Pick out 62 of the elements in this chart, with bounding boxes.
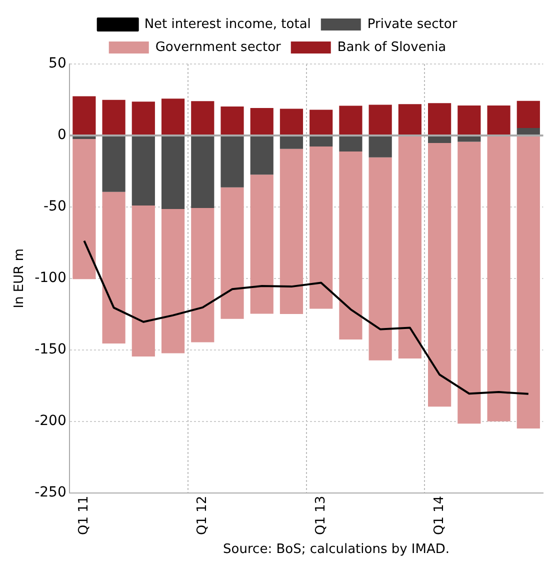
bar	[368, 136, 392, 158]
x-tick-label: Q1 12	[195, 496, 210, 536]
bar	[516, 128, 540, 135]
bar	[191, 136, 214, 208]
bar	[310, 136, 333, 146]
bar	[398, 136, 422, 358]
bar	[102, 100, 126, 135]
bar	[72, 96, 96, 135]
bar	[458, 142, 481, 424]
bar	[191, 101, 214, 135]
bar	[458, 105, 481, 135]
bar	[72, 139, 96, 280]
bar	[516, 136, 540, 428]
bar	[487, 105, 510, 135]
y-tick-label: -50	[44, 198, 66, 215]
bar	[102, 192, 126, 344]
bar	[339, 151, 362, 340]
bar	[280, 148, 304, 314]
bar	[487, 136, 510, 422]
y-tick-label: 0	[57, 127, 66, 144]
y-axis-title: In EUR m	[12, 248, 28, 308]
bar	[250, 174, 274, 314]
bar	[191, 208, 214, 342]
bar	[428, 143, 452, 407]
bar	[428, 103, 452, 135]
y-tick-label: -150	[34, 342, 66, 358]
bar	[428, 136, 452, 144]
bar	[368, 104, 392, 135]
bar	[250, 108, 274, 135]
x-tick-label: Q1 13	[313, 496, 328, 536]
legend-label: Government sector	[155, 40, 282, 55]
y-tick-label: -250	[34, 484, 66, 500]
bar	[516, 100, 540, 128]
bar	[368, 157, 392, 360]
bar	[220, 106, 244, 135]
bar	[161, 136, 185, 209]
bar	[280, 108, 304, 135]
y-tick-label: -100	[34, 270, 66, 286]
bar	[339, 136, 362, 152]
source-note: Source: BoS; calculations by IMAD.	[223, 542, 450, 557]
bar	[398, 104, 422, 135]
bar	[458, 136, 481, 142]
bar	[310, 110, 333, 135]
x-tick-label: Q1 11	[76, 496, 92, 536]
legend-label: Net interest income, total	[144, 16, 311, 32]
bar	[132, 136, 155, 206]
bar	[339, 106, 362, 135]
y-tick-label: 50	[48, 56, 66, 72]
bar	[161, 208, 185, 354]
x-tick-label: Q1 14	[432, 496, 447, 536]
bar	[310, 146, 333, 309]
bar	[161, 98, 185, 135]
legend-label: Private sector	[367, 16, 458, 32]
bar	[220, 136, 244, 188]
legend-label: Bank of Slovenia	[337, 40, 446, 55]
bar	[102, 136, 126, 192]
bar	[132, 102, 155, 135]
bar	[280, 136, 304, 149]
bar	[132, 206, 155, 356]
bar	[250, 136, 274, 175]
bar	[220, 187, 244, 319]
y-tick-label: -200	[34, 412, 66, 429]
